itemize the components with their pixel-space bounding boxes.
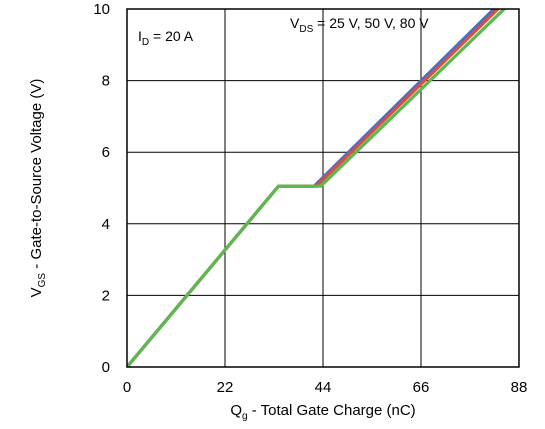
x-tick-label: 44 xyxy=(315,379,332,396)
y-axis-label: VGS - Gate-to-Source Voltage (V) xyxy=(28,79,48,298)
y-tick-label: 6 xyxy=(102,144,110,161)
y-tick-label: 10 xyxy=(93,1,110,18)
series-line-3 xyxy=(127,9,507,367)
vds-annotation: VDS = 25 V, 50 V, 80 V xyxy=(290,15,429,35)
x-tick-labels: 0 22 44 66 88 xyxy=(123,379,528,396)
plot-frame xyxy=(126,8,520,368)
x-tick-label: 88 xyxy=(511,379,528,396)
x-axis-label: Qg - Total Gate Charge (nC) xyxy=(230,402,415,422)
grid-lines xyxy=(126,8,520,368)
x-tick-label: 0 xyxy=(123,379,131,396)
id-annotation: ID = 20 A xyxy=(138,28,194,48)
y-tick-label: 2 xyxy=(102,287,110,304)
y-tick-label: 8 xyxy=(102,73,110,90)
x-tick-label: 22 xyxy=(217,379,234,396)
y-tick-label: 0 xyxy=(102,359,110,376)
series-line-1 xyxy=(127,9,497,367)
y-tick-labels: 0 2 4 6 8 10 xyxy=(93,1,110,376)
x-tick-label: 66 xyxy=(413,379,430,396)
series-group xyxy=(127,9,507,367)
y-tick-label: 4 xyxy=(102,216,110,233)
